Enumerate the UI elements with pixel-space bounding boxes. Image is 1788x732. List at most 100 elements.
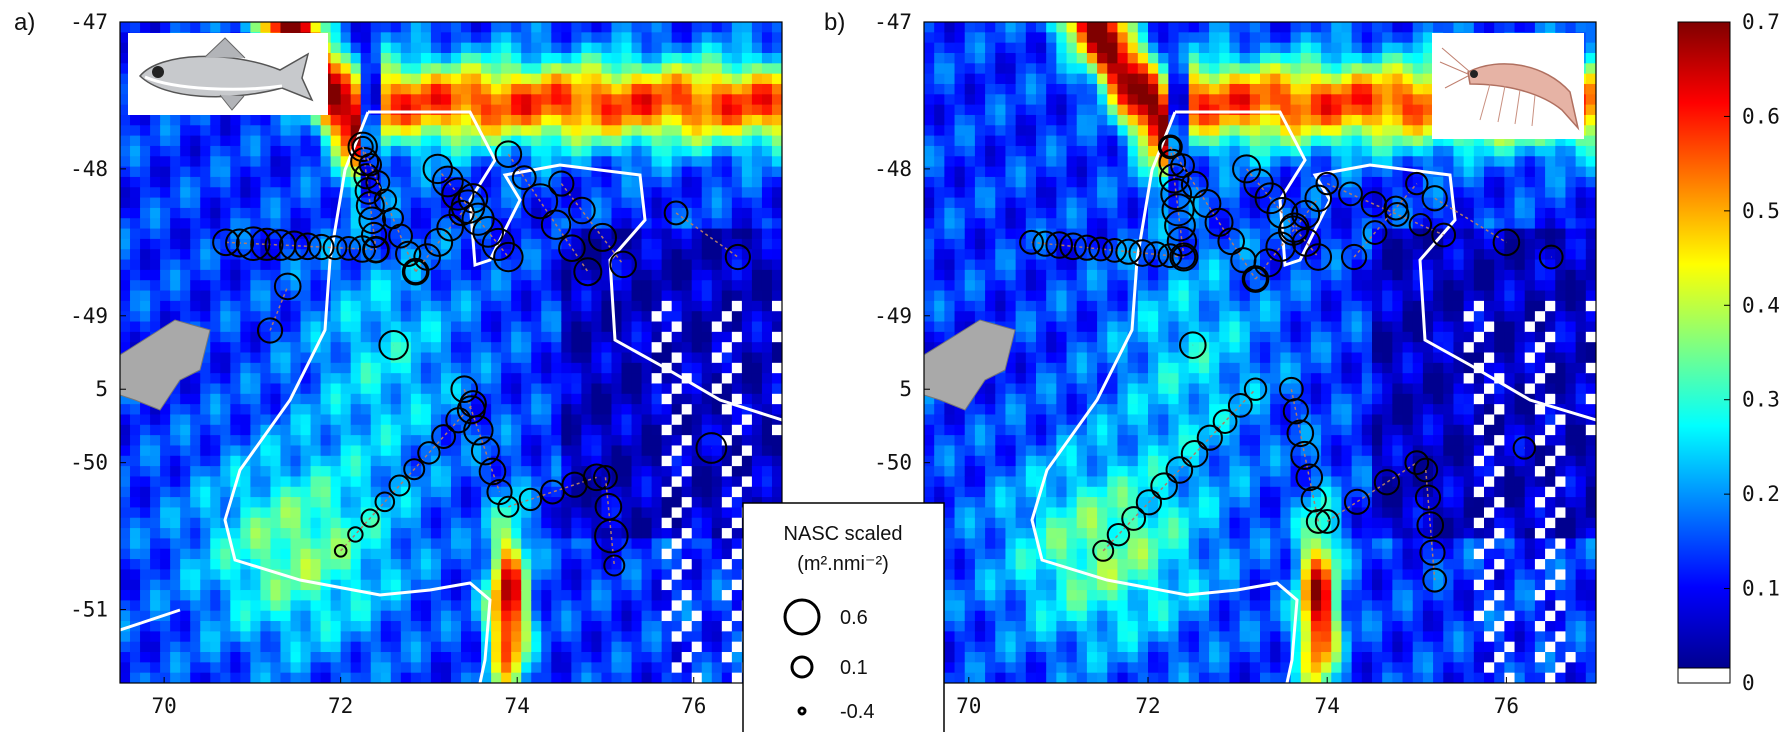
heatmap-cell	[220, 590, 231, 601]
heatmap-cell	[631, 311, 643, 323]
heatmap-cell	[1005, 114, 1017, 126]
heatmap-cell	[731, 445, 743, 457]
heatmap-cell	[170, 135, 181, 147]
heatmap-cell	[521, 42, 532, 54]
heatmap-cell	[320, 187, 332, 199]
heatmap-cell	[310, 662, 322, 674]
heatmap-cell	[150, 466, 161, 478]
heatmap-cell	[964, 135, 976, 147]
heatmap-cell	[974, 156, 986, 168]
heatmap-cell	[581, 32, 593, 44]
heatmap-cell	[641, 331, 653, 343]
heatmap-cell	[651, 63, 663, 75]
heatmap-cell	[721, 579, 733, 591]
heatmap-cell	[611, 321, 623, 333]
heatmap-cell	[1005, 104, 1017, 116]
heatmap-cell	[290, 207, 302, 219]
heatmap-cell	[631, 156, 643, 168]
heatmap-cell	[150, 569, 161, 581]
heatmap-cell	[260, 631, 272, 643]
heatmap-cell	[741, 197, 753, 209]
heatmap-cell	[350, 32, 362, 44]
heatmap-cell	[741, 32, 753, 44]
heatmap-cell	[120, 145, 131, 157]
heatmap-cell	[471, 249, 482, 261]
heatmap-cell	[320, 476, 332, 488]
heatmap-cell	[934, 73, 945, 85]
heatmap-cell	[330, 631, 342, 643]
heatmap-cell	[320, 559, 332, 570]
heatmap-cell	[260, 321, 272, 333]
heatmap-cell	[551, 435, 562, 447]
heatmap-cell	[954, 187, 966, 199]
heatmap-cell	[661, 73, 673, 85]
heatmap-cell	[1015, 218, 1027, 230]
heatmap-cell	[300, 569, 312, 581]
heatmap-cell	[360, 486, 372, 498]
heatmap-cell	[601, 621, 613, 632]
heatmap-cell	[220, 187, 231, 199]
heatmap-cell	[621, 652, 633, 663]
heatmap-cell	[140, 445, 151, 457]
heatmap-cell	[400, 290, 412, 302]
heatmap-cell	[511, 22, 522, 33]
heatmap-cell	[511, 548, 522, 560]
heatmap-cell	[501, 538, 512, 550]
heatmap-cell	[280, 662, 292, 674]
heatmap-cell	[974, 424, 986, 436]
heatmap-cell	[771, 207, 782, 219]
heatmap-cell	[120, 311, 131, 323]
heatmap-cell	[711, 466, 723, 478]
heatmap-cell	[180, 300, 191, 312]
heatmap-cell	[150, 290, 161, 302]
heatmap-cell	[731, 114, 743, 126]
heatmap-cell	[410, 600, 422, 612]
heatmap-cell	[591, 22, 603, 33]
heatmap-cell	[300, 590, 312, 601]
nasc-circle	[695, 432, 728, 464]
heatmap-cell	[260, 497, 272, 509]
heatmap-cell	[400, 362, 412, 374]
heatmap-cell	[170, 197, 181, 209]
heatmap-cell	[681, 145, 693, 157]
heatmap-cell	[410, 114, 422, 126]
heatmap-cell	[561, 435, 572, 447]
heatmap-cell	[471, 424, 482, 436]
heatmap-cell	[751, 228, 763, 240]
heatmap-cell	[641, 383, 653, 395]
y-tick-label: 5	[95, 377, 108, 401]
heatmap-cell	[400, 166, 412, 178]
heatmap-cell	[661, 259, 673, 271]
heatmap-cell	[190, 621, 201, 632]
heatmap-cell	[390, 631, 402, 643]
nasc-circle	[333, 544, 348, 558]
heatmap-cell	[1015, 579, 1027, 591]
y-tick-label: -47	[70, 10, 108, 34]
heatmap-cell	[481, 42, 492, 54]
heatmap-cell	[140, 321, 151, 333]
heatmap-cell	[160, 600, 171, 612]
heatmap-cell	[200, 579, 211, 591]
heatmap-cell	[661, 321, 673, 333]
heatmap-cell	[310, 114, 322, 126]
heatmap-cell	[964, 300, 976, 312]
heatmap-cell	[380, 631, 392, 643]
heatmap-cell	[985, 280, 996, 292]
heatmap-cell	[120, 559, 131, 570]
heatmap-cell	[964, 94, 976, 106]
heatmap-cell	[380, 32, 392, 44]
heatmap-cell	[934, 32, 945, 44]
heatmap-cell	[461, 579, 472, 591]
heatmap-cell	[711, 548, 723, 560]
heatmap-cell	[611, 610, 623, 622]
heatmap-cell	[561, 22, 572, 33]
heatmap-cell	[120, 424, 131, 436]
heatmap-cell	[761, 476, 773, 488]
heatmap-cell	[310, 590, 322, 601]
heatmap-cell	[741, 424, 753, 436]
heatmap-cell	[771, 280, 782, 292]
heatmap-cell	[160, 135, 171, 147]
heatmap-cell	[300, 559, 312, 570]
heatmap-cell	[561, 145, 572, 157]
heatmap-cell	[260, 466, 272, 478]
